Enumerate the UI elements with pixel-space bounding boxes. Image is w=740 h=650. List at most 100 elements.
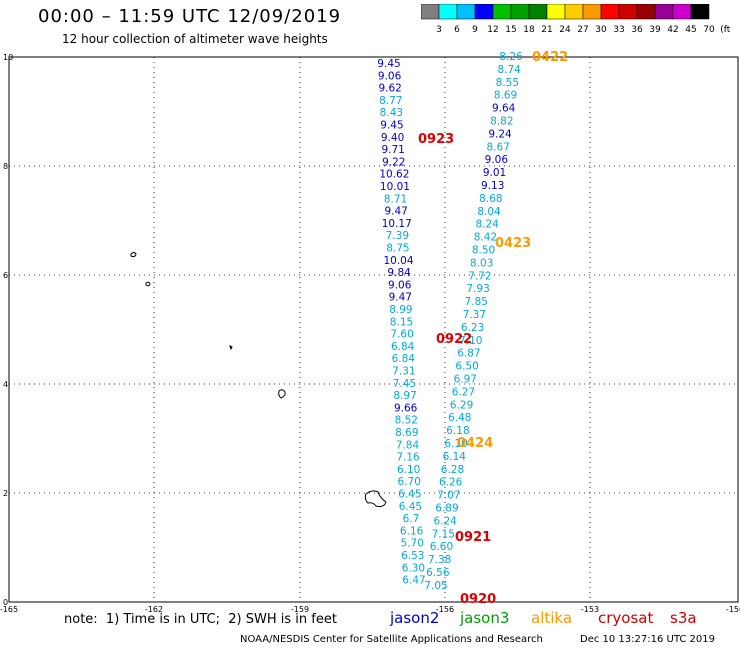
islands (130, 252, 387, 507)
pass-time-label: 0922 (436, 332, 472, 347)
color-scale-label: 21 (541, 25, 552, 35)
wave-height-value: 6.28 (441, 464, 464, 476)
wave-height-value: 6.47 (402, 575, 425, 587)
wave-height-value: 6.14 (443, 451, 467, 463)
wave-height-value: 9.84 (387, 267, 411, 279)
wave-height-value: 6.70 (398, 476, 421, 488)
wave-height-value: 9.45 (377, 58, 400, 70)
wave-height-value: 9.45 (380, 120, 403, 132)
wave-height-value: 6.89 (435, 503, 458, 515)
wave-height-value: 8.04 (477, 206, 501, 218)
longitude-tick-label: -150 (726, 605, 740, 612)
wave-height-value: 6.10 (397, 464, 420, 476)
wave-height-value: 8.24 (476, 219, 500, 231)
wave-height-value: 8.82 (490, 116, 513, 128)
wave-height-value: 8.42 (474, 232, 497, 244)
island-kauai (145, 281, 151, 287)
wave-height-value: 6.45 (398, 489, 421, 501)
wave-height-value: 8.55 (496, 77, 519, 89)
mission-jason3: jason3 (460, 609, 510, 627)
longitude-tick-label: -159 (291, 605, 309, 612)
wave-height-value: 6.60 (430, 541, 453, 553)
wave-height-value: 9.24 (488, 128, 512, 140)
wave-height-value: 6.45 (399, 501, 422, 513)
wave-height-value: 9.64 (492, 103, 516, 115)
map-title: 00:00 – 11:59 UTC 12/09/2019 (38, 6, 342, 27)
mission-jason2: jason2 (390, 609, 440, 627)
wave-height-value: 6.16 (400, 525, 424, 537)
pass-time-label: 0424 (457, 436, 493, 451)
pass-time-label: 0920 (460, 592, 496, 607)
color-scale-label: 12 (487, 25, 498, 35)
latitude-tick-label: 0 (3, 598, 8, 607)
credit-line: NOAA/NESDIS Center for Satellite Applica… (240, 634, 543, 645)
color-scale-label: 70 (703, 25, 715, 35)
wave-height-value: 9.06 (388, 279, 412, 291)
wave-height-value: 7.07 (437, 490, 460, 502)
wave-height-value: 8.26 (499, 51, 523, 63)
wave-height-value: 6.84 (392, 353, 416, 365)
wave-height-value: 6.10 (444, 438, 467, 450)
longitude-tick-label: -162 (145, 605, 163, 612)
wave-height-value: 6.29 (450, 399, 473, 411)
wave-height-value: 6.7 (403, 513, 420, 525)
generation-timestamp: Dec 10 13:27:16 UTC 2019 (580, 634, 715, 645)
wave-height-map: -165-162-159-156-153-1501086420 9.459.06… (0, 50, 740, 612)
wave-height-value: 8.75 (386, 243, 409, 255)
wave-height-value: 6.24 (433, 515, 457, 527)
latitude-tick-label: 4 (3, 380, 8, 389)
wave-height-value: 9.13 (481, 180, 504, 192)
wave-height-value: 9.62 (378, 83, 401, 95)
longitude-tick-label: -153 (581, 605, 599, 612)
pass-time-labels: 0422 0923 0423 0922 0424 0921 0920 (418, 50, 568, 607)
latitude-tick-label: 6 (3, 271, 8, 280)
wave-height-value: 9.47 (384, 206, 407, 218)
wave-height-value: 9.06 (378, 70, 402, 82)
wave-height-value: 7.93 (466, 283, 489, 295)
pass-time-label: 0423 (495, 236, 531, 251)
wave-height-value: 9.66 (394, 402, 418, 414)
color-scale-label: 3 (436, 25, 442, 35)
mission-s3a: s3a (670, 609, 697, 627)
color-scale-label: 39 (649, 25, 661, 35)
color-swatch (690, 4, 710, 20)
latitude-tick-label: 2 (3, 489, 8, 498)
wave-height-value: 9.06 (485, 154, 509, 166)
color-scale-label: 45 (685, 25, 696, 35)
map-subtitle: 12 hour collection of altimeter wave hei… (62, 32, 328, 46)
color-scale-label: 24 (559, 25, 571, 35)
longitude-tick-label: -156 (436, 605, 454, 612)
wave-height-value: 7.38 (428, 554, 451, 566)
color-scale-label: 33 (613, 25, 624, 35)
map-frame (8, 56, 739, 603)
wave-height-value: 8.43 (380, 107, 403, 119)
wave-height-value: 7.10 (459, 335, 482, 347)
wave-height-value: 6.26 (439, 477, 463, 489)
color-scale-label: 15 (505, 25, 516, 35)
wave-height-value: 9.47 (389, 292, 412, 304)
wave-height-value: 7.45 (393, 378, 416, 390)
wave-height-value: 7.60 (390, 329, 413, 341)
wave-height-value: 8.15 (390, 316, 413, 328)
wave-height-value: 5.70 (401, 538, 424, 550)
pass-time-label: 0923 (418, 132, 454, 147)
wave-height-value: 8.71 (384, 193, 407, 205)
island-hawaii (364, 490, 387, 507)
color-scale-label: (ft) (720, 25, 731, 35)
wave-height-value: 7.05 (424, 580, 447, 592)
color-scale-label: 6 (454, 25, 460, 35)
color-scale-label: 30 (595, 25, 607, 35)
wave-height-value: 10.01 (380, 181, 410, 193)
wave-height-value: 7.37 (463, 309, 486, 321)
wave-height-value: 6.18 (446, 425, 469, 437)
map-grid: -165 -162 -159 -156 -153 -150 10 8 6 4 2 0 (0, 53, 740, 612)
wave-height-value: 8.99 (389, 304, 412, 316)
wave-height-value: 9.22 (382, 156, 405, 168)
wave-height-value: 6.23 (461, 322, 484, 334)
pass-time-label: 0422 (532, 50, 568, 65)
color-scale-label: 9 (472, 25, 478, 35)
mission-cryosat: cryosat (598, 609, 654, 627)
wave-height-value: 7.39 (386, 230, 409, 242)
wave-height-value: 8.68 (479, 193, 502, 205)
